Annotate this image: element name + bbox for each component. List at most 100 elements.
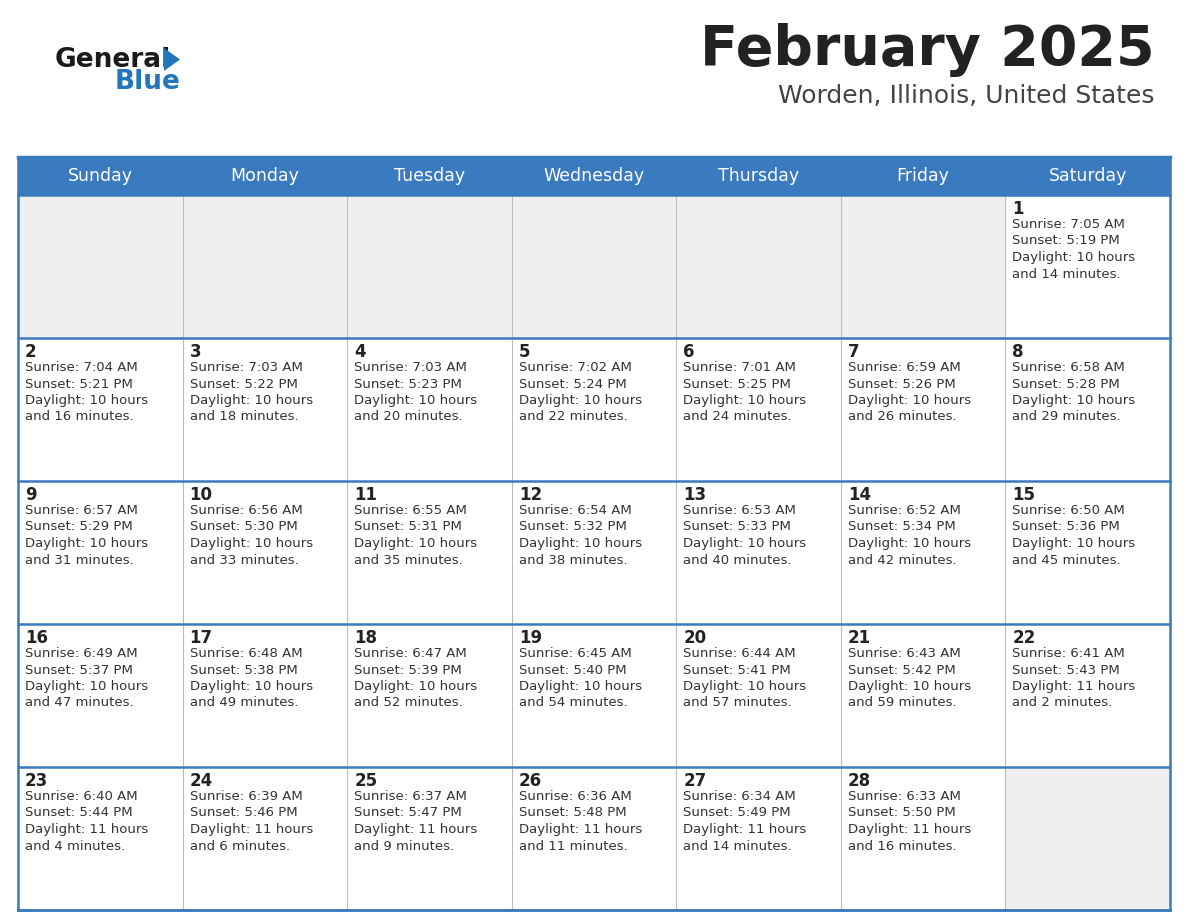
Text: 17: 17 — [190, 629, 213, 647]
Bar — [512, 767, 676, 910]
Text: 15: 15 — [1012, 486, 1036, 504]
Text: Sunrise: 6:36 AM: Sunrise: 6:36 AM — [519, 790, 632, 803]
Text: and 47 minutes.: and 47 minutes. — [25, 697, 133, 710]
Text: Sunset: 5:43 PM: Sunset: 5:43 PM — [1012, 664, 1120, 677]
Bar — [676, 195, 841, 338]
Text: 4: 4 — [354, 343, 366, 361]
Text: Sunset: 5:30 PM: Sunset: 5:30 PM — [190, 521, 297, 533]
Text: Sunrise: 7:01 AM: Sunrise: 7:01 AM — [683, 361, 796, 374]
Bar — [1005, 767, 1170, 910]
Text: Sunrise: 6:58 AM: Sunrise: 6:58 AM — [1012, 361, 1125, 374]
Text: Daylight: 10 hours: Daylight: 10 hours — [190, 537, 312, 550]
Text: Daylight: 10 hours: Daylight: 10 hours — [683, 680, 807, 693]
Text: Daylight: 10 hours: Daylight: 10 hours — [683, 394, 807, 407]
Text: 6: 6 — [683, 343, 695, 361]
Text: Sunset: 5:48 PM: Sunset: 5:48 PM — [519, 807, 626, 820]
Text: Wednesday: Wednesday — [543, 167, 645, 185]
Bar — [18, 624, 183, 767]
Text: 1: 1 — [1012, 200, 1024, 218]
Text: Sunset: 5:46 PM: Sunset: 5:46 PM — [190, 807, 297, 820]
Text: Worden, Illinois, United States: Worden, Illinois, United States — [778, 84, 1155, 108]
Text: and 24 minutes.: and 24 minutes. — [683, 410, 792, 423]
Bar — [512, 481, 676, 624]
Text: Sunset: 5:23 PM: Sunset: 5:23 PM — [354, 377, 462, 390]
Text: Sunrise: 6:45 AM: Sunrise: 6:45 AM — [519, 647, 632, 660]
Bar — [841, 195, 1005, 338]
Text: Sunrise: 6:40 AM: Sunrise: 6:40 AM — [25, 790, 138, 803]
Bar — [676, 624, 841, 767]
Text: Sunrise: 6:54 AM: Sunrise: 6:54 AM — [519, 504, 632, 517]
Text: Sunrise: 6:34 AM: Sunrise: 6:34 AM — [683, 790, 796, 803]
Bar — [347, 338, 512, 481]
Text: Sunset: 5:50 PM: Sunset: 5:50 PM — [848, 807, 955, 820]
Bar — [676, 481, 841, 624]
Text: and 42 minutes.: and 42 minutes. — [848, 554, 956, 566]
Bar — [512, 338, 676, 481]
Text: Sunrise: 6:56 AM: Sunrise: 6:56 AM — [190, 504, 302, 517]
Text: Sunrise: 7:02 AM: Sunrise: 7:02 AM — [519, 361, 632, 374]
Text: and 16 minutes.: and 16 minutes. — [25, 410, 133, 423]
Text: Daylight: 10 hours: Daylight: 10 hours — [683, 537, 807, 550]
Text: Sunrise: 6:39 AM: Sunrise: 6:39 AM — [190, 790, 302, 803]
Text: Sunset: 5:28 PM: Sunset: 5:28 PM — [1012, 377, 1120, 390]
Text: 10: 10 — [190, 486, 213, 504]
Bar — [1005, 338, 1170, 481]
Text: 11: 11 — [354, 486, 377, 504]
Text: Sunrise: 6:50 AM: Sunrise: 6:50 AM — [1012, 504, 1125, 517]
Text: Thursday: Thursday — [718, 167, 800, 185]
Text: Sunrise: 7:03 AM: Sunrise: 7:03 AM — [190, 361, 303, 374]
Text: and 49 minutes.: and 49 minutes. — [190, 697, 298, 710]
Text: and 52 minutes.: and 52 minutes. — [354, 697, 463, 710]
Text: Sunset: 5:33 PM: Sunset: 5:33 PM — [683, 521, 791, 533]
Polygon shape — [164, 48, 181, 71]
Text: 8: 8 — [1012, 343, 1024, 361]
Bar — [1005, 624, 1170, 767]
Bar — [841, 481, 1005, 624]
Bar — [841, 338, 1005, 481]
Bar — [1005, 195, 1170, 338]
Text: Sunrise: 6:53 AM: Sunrise: 6:53 AM — [683, 504, 796, 517]
Bar — [1005, 481, 1170, 624]
Text: and 14 minutes.: and 14 minutes. — [683, 839, 792, 853]
Text: Daylight: 10 hours: Daylight: 10 hours — [354, 680, 478, 693]
Text: Daylight: 10 hours: Daylight: 10 hours — [1012, 251, 1136, 264]
Text: Saturday: Saturday — [1049, 167, 1127, 185]
Text: Daylight: 10 hours: Daylight: 10 hours — [25, 537, 148, 550]
Text: 2: 2 — [25, 343, 37, 361]
Text: Sunset: 5:29 PM: Sunset: 5:29 PM — [25, 521, 133, 533]
Text: Sunrise: 6:43 AM: Sunrise: 6:43 AM — [848, 647, 961, 660]
Text: 27: 27 — [683, 772, 707, 790]
Text: 28: 28 — [848, 772, 871, 790]
Text: Daylight: 10 hours: Daylight: 10 hours — [1012, 394, 1136, 407]
Text: Sunset: 5:25 PM: Sunset: 5:25 PM — [683, 377, 791, 390]
Text: Daylight: 10 hours: Daylight: 10 hours — [190, 394, 312, 407]
Text: Sunrise: 6:33 AM: Sunrise: 6:33 AM — [848, 790, 961, 803]
Text: 3: 3 — [190, 343, 201, 361]
Text: Sunset: 5:47 PM: Sunset: 5:47 PM — [354, 807, 462, 820]
Bar — [347, 481, 512, 624]
Text: Sunrise: 6:37 AM: Sunrise: 6:37 AM — [354, 790, 467, 803]
Text: Sunset: 5:49 PM: Sunset: 5:49 PM — [683, 807, 791, 820]
Bar — [18, 767, 183, 910]
Text: 21: 21 — [848, 629, 871, 647]
Text: Sunrise: 6:49 AM: Sunrise: 6:49 AM — [25, 647, 138, 660]
Text: Blue: Blue — [115, 69, 181, 95]
Bar — [347, 624, 512, 767]
Text: Friday: Friday — [897, 167, 949, 185]
Text: Daylight: 11 hours: Daylight: 11 hours — [683, 823, 807, 836]
Text: 20: 20 — [683, 629, 707, 647]
Text: and 35 minutes.: and 35 minutes. — [354, 554, 463, 566]
Text: Daylight: 10 hours: Daylight: 10 hours — [848, 680, 971, 693]
Text: and 31 minutes.: and 31 minutes. — [25, 554, 134, 566]
Text: Sunset: 5:42 PM: Sunset: 5:42 PM — [848, 664, 955, 677]
Text: 13: 13 — [683, 486, 707, 504]
Text: Daylight: 11 hours: Daylight: 11 hours — [1012, 680, 1136, 693]
Text: Daylight: 10 hours: Daylight: 10 hours — [519, 680, 642, 693]
Text: and 2 minutes.: and 2 minutes. — [1012, 697, 1113, 710]
Text: Daylight: 11 hours: Daylight: 11 hours — [848, 823, 971, 836]
Bar — [512, 624, 676, 767]
Text: and 29 minutes.: and 29 minutes. — [1012, 410, 1121, 423]
Text: Daylight: 10 hours: Daylight: 10 hours — [1012, 537, 1136, 550]
Text: General: General — [55, 47, 171, 73]
Text: Sunset: 5:21 PM: Sunset: 5:21 PM — [25, 377, 133, 390]
